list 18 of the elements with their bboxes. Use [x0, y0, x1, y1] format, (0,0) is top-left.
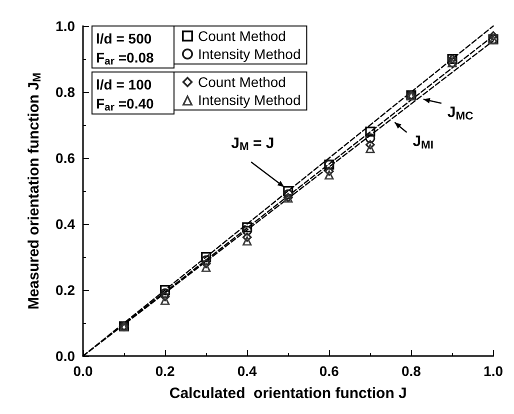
- y-tick-label: 0.6: [56, 150, 76, 166]
- x-tick-label: 0.0: [73, 363, 93, 379]
- legend-label: Count Method: [198, 28, 286, 44]
- y-axis-title: Measured orientation function JM: [25, 72, 44, 310]
- x-tick-label: 0.6: [319, 363, 340, 379]
- x-tick-label: 1.0: [484, 363, 504, 379]
- y-tick-label: 0.4: [56, 216, 76, 232]
- legend-label: Intensity Method: [198, 46, 301, 62]
- x-tick-label: 0.8: [401, 363, 422, 379]
- y-tick-label: 0.8: [56, 84, 76, 100]
- legend-label: Intensity Method: [198, 92, 301, 108]
- x-tick-label: 0.2: [155, 363, 175, 379]
- y-tick-label: 0.0: [56, 348, 76, 364]
- legend-label: Count Method: [198, 74, 286, 90]
- y-tick-label: 0.2: [56, 282, 76, 298]
- x-axis-title: Calculated orientation function J: [169, 385, 407, 402]
- y-tick-label: 1.0: [56, 18, 76, 34]
- x-tick-label: 0.4: [237, 363, 258, 379]
